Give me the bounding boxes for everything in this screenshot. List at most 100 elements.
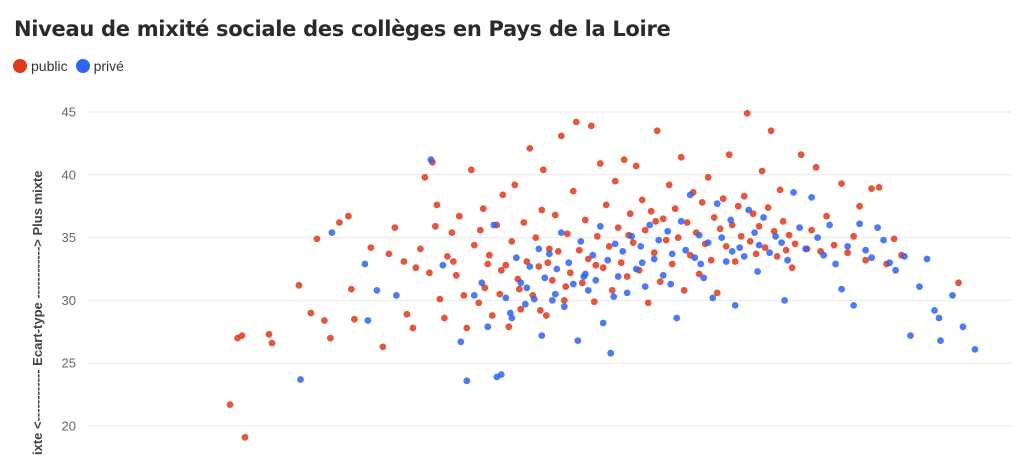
point-public[interactable] (572, 118, 580, 126)
point-public[interactable] (785, 231, 793, 239)
point-public[interactable] (850, 232, 857, 240)
point-public[interactable] (734, 202, 742, 210)
point-public[interactable] (638, 196, 646, 204)
point-public[interactable] (417, 245, 424, 253)
point-prive[interactable] (523, 284, 531, 292)
point-public[interactable] (590, 298, 598, 306)
point-public[interactable] (746, 238, 754, 245)
point-public[interactable] (391, 224, 399, 232)
point-prive[interactable] (610, 293, 618, 300)
point-prive[interactable] (826, 221, 833, 229)
point-public[interactable] (421, 173, 429, 181)
point-public[interactable] (554, 248, 562, 255)
point-prive[interactable] (577, 238, 585, 245)
point-prive[interactable] (557, 229, 565, 237)
point-public[interactable] (403, 310, 411, 318)
point-public[interactable] (327, 334, 334, 342)
point-public[interactable] (773, 253, 781, 260)
point-prive[interactable] (361, 260, 369, 268)
point-public[interactable] (460, 292, 468, 299)
point-prive[interactable] (755, 241, 763, 249)
point-public[interactable] (695, 270, 703, 278)
point-public[interactable] (677, 153, 685, 161)
point-prive[interactable] (506, 309, 514, 317)
point-public[interactable] (455, 212, 463, 220)
point-public[interactable] (517, 305, 525, 313)
point-prive[interactable] (727, 216, 735, 224)
point-public[interactable] (662, 236, 670, 244)
point-public[interactable] (265, 330, 273, 338)
point-prive[interactable] (463, 377, 471, 385)
point-public[interactable] (722, 243, 730, 250)
point-prive[interactable] (565, 259, 573, 267)
point-public[interactable] (596, 160, 604, 167)
point-public[interactable] (890, 235, 898, 243)
point-prive[interactable] (560, 303, 568, 311)
point-public[interactable] (575, 246, 583, 254)
point-public[interactable] (740, 192, 748, 200)
point-public[interactable] (782, 246, 790, 254)
point-prive[interactable] (526, 263, 534, 270)
point-public[interactable] (719, 195, 727, 203)
point-public[interactable] (481, 284, 489, 292)
point-prive[interactable] (297, 376, 304, 383)
point-public[interactable] (656, 278, 664, 285)
point-prive[interactable] (700, 274, 708, 282)
point-public[interactable] (548, 276, 556, 284)
point-prive[interactable] (607, 349, 615, 357)
point-prive[interactable] (512, 254, 520, 262)
point-prive[interactable] (728, 248, 736, 255)
point-public[interactable] (400, 258, 408, 265)
point-prive[interactable] (784, 256, 791, 264)
point-public[interactable] (569, 187, 577, 195)
point-public[interactable] (710, 214, 718, 221)
point-prive[interactable] (778, 239, 785, 247)
point-public[interactable] (367, 244, 375, 252)
point-public[interactable] (599, 264, 607, 272)
point-public[interactable] (623, 273, 631, 280)
point-public[interactable] (674, 234, 682, 242)
point-public[interactable] (856, 202, 863, 210)
point-prive[interactable] (584, 287, 592, 294)
point-public[interactable] (755, 222, 763, 230)
point-public[interactable] (485, 251, 493, 259)
legend-item-public[interactable]: public (13, 58, 68, 74)
point-prive[interactable] (478, 279, 486, 287)
point-prive[interactable] (760, 214, 767, 221)
point-public[interactable] (562, 283, 570, 290)
point-public[interactable] (659, 215, 667, 223)
point-public[interactable] (497, 266, 505, 274)
point-prive[interactable] (611, 240, 619, 248)
point-public[interactable] (502, 261, 510, 269)
point-public[interactable] (797, 151, 805, 159)
point-prive[interactable] (868, 254, 875, 262)
point-public[interactable] (812, 163, 820, 171)
point-public[interactable] (581, 216, 589, 224)
point-prive[interactable] (781, 297, 788, 304)
point-prive[interactable] (971, 346, 979, 353)
point-prive[interactable] (541, 274, 549, 282)
point-public[interactable] (539, 166, 547, 174)
point-public[interactable] (520, 219, 528, 226)
point-prive[interactable] (457, 338, 465, 346)
point-prive[interactable] (632, 265, 640, 273)
point-public[interactable] (671, 205, 679, 213)
point-prive[interactable] (832, 260, 839, 268)
point-public[interactable] (665, 181, 673, 189)
point-prive[interactable] (551, 290, 559, 298)
point-public[interactable] (587, 122, 595, 130)
point-prive[interactable] (838, 285, 845, 293)
point-public[interactable] (499, 191, 507, 199)
point-prive[interactable] (521, 300, 529, 308)
point-public[interactable] (441, 314, 448, 322)
point-public[interactable] (563, 230, 571, 238)
point-prive[interactable] (502, 294, 510, 302)
point-public[interactable] (650, 249, 658, 257)
point-public[interactable] (515, 285, 523, 293)
point-prive[interactable] (569, 280, 577, 288)
point-prive[interactable] (901, 253, 908, 260)
point-public[interactable] (432, 222, 439, 230)
point-prive[interactable] (718, 234, 726, 242)
point-prive[interactable] (373, 287, 381, 294)
point-public[interactable] (348, 285, 355, 293)
